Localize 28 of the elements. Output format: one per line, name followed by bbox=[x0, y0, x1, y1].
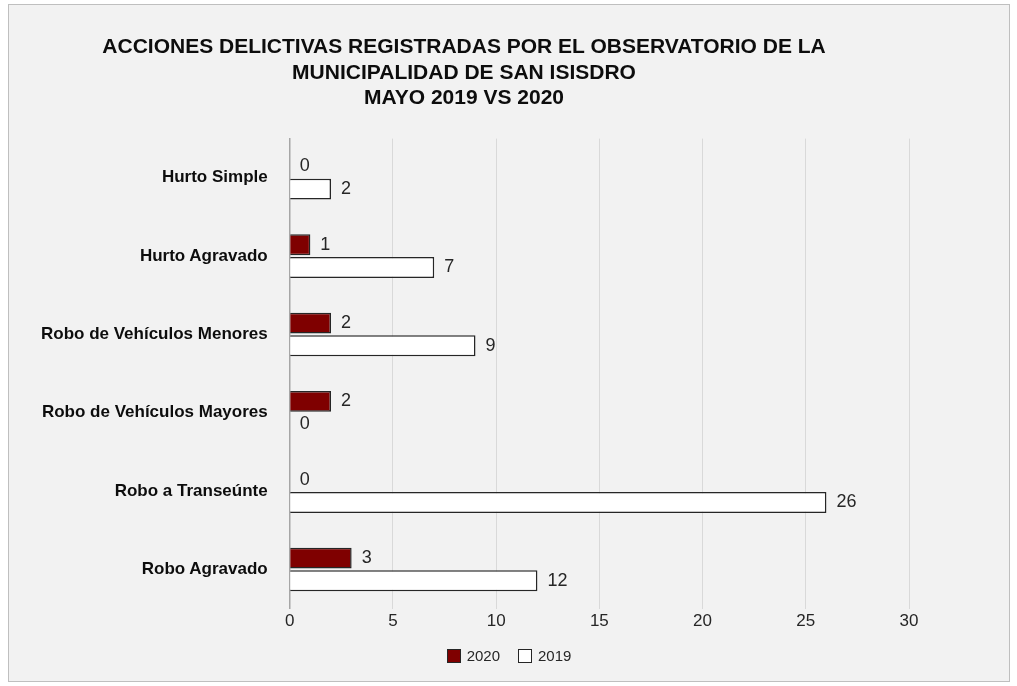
text: 2019 bbox=[538, 647, 572, 664]
y-tick-label: Robo de Vehículos Menores bbox=[40, 324, 268, 344]
y-tick-label: Robo de Vehículos Mayores bbox=[41, 402, 268, 422]
data-label: 0 bbox=[299, 468, 310, 489]
data-label: 2 bbox=[341, 390, 352, 411]
data-label: 0 bbox=[299, 155, 310, 176]
x-tick-label: 20 bbox=[693, 611, 713, 631]
x-tick-label: 30 bbox=[899, 611, 919, 631]
data-label: 12 bbox=[547, 569, 568, 590]
data-label: 2 bbox=[341, 178, 352, 199]
x-tick-label: 15 bbox=[589, 611, 609, 631]
data-label: 9 bbox=[485, 334, 496, 355]
data-label: 3 bbox=[361, 547, 372, 568]
x-tick-label: 25 bbox=[796, 611, 816, 631]
legend-label: 2020 bbox=[466, 647, 500, 664]
data-label: 1 bbox=[320, 233, 331, 254]
y-tick-label: Robo Agravado bbox=[141, 559, 268, 579]
y-tick-label: Robo a Transeúnte bbox=[114, 480, 268, 500]
chart-title: ACCIONES DELICTIVAS REGISTRADAS POR EL OBSERVATORIO DE LA MUNICIPALIDAD DE SAN ISISDRO MAYO 2019 VS 2020 bbox=[102, 34, 826, 108]
x-tick-label: 5 bbox=[388, 611, 398, 631]
data-label: 26 bbox=[836, 491, 857, 512]
y-tick-label: Hurto Simple bbox=[161, 167, 268, 187]
x-tick-label: 0 bbox=[284, 611, 295, 631]
data-label: 7 bbox=[444, 256, 455, 277]
x-tick-label: 10 bbox=[486, 611, 506, 631]
data-label: 0 bbox=[299, 413, 310, 434]
y-tick-label: Hurto Agravado bbox=[139, 245, 268, 265]
data-label: 2 bbox=[341, 312, 352, 333]
